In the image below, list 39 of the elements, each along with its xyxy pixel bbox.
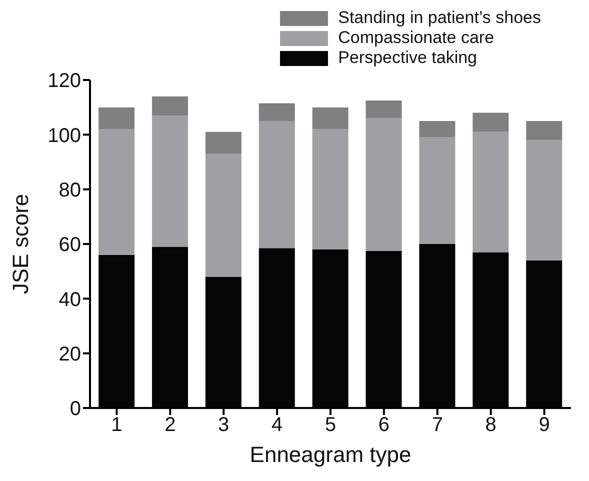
bar — [419, 137, 456, 244]
bar — [205, 154, 242, 277]
bar — [98, 129, 135, 255]
bar — [366, 118, 402, 251]
x-tick-label: 3 — [218, 414, 230, 436]
bar — [152, 96, 188, 116]
legend-label: Standing in patient’s shoes — [338, 8, 541, 28]
bar — [152, 116, 188, 247]
legend-label: Compassionate care — [338, 28, 494, 48]
x-tick-label: 1 — [111, 414, 122, 436]
x-tick-label: 9 — [538, 414, 550, 436]
x-tick-label: 7 — [432, 414, 443, 436]
x-tick-label: 5 — [324, 414, 336, 436]
x-tick-label: 2 — [164, 414, 176, 436]
y-tick-label: 120 — [48, 70, 81, 92]
bar — [98, 107, 135, 130]
x-tick-label: 8 — [485, 414, 496, 436]
legend-label: Perspective taking — [338, 48, 478, 68]
bar — [419, 121, 456, 138]
y-axis-title: JSE score — [8, 194, 33, 294]
bar — [312, 129, 348, 250]
y-tick-label: 100 — [48, 124, 81, 147]
bar — [526, 121, 562, 140]
x-tick-label: 4 — [271, 414, 283, 436]
bar — [205, 132, 242, 154]
x-axis-title: Enneagram type — [250, 442, 412, 467]
y-tick-label: 20 — [58, 343, 81, 366]
bar — [472, 112, 509, 132]
y-tick-label: 40 — [58, 288, 81, 311]
bar — [526, 140, 562, 260]
bar — [366, 100, 402, 118]
y-tick-label: 80 — [58, 179, 81, 202]
bar — [472, 132, 509, 252]
bar — [258, 103, 295, 121]
bar — [258, 121, 295, 248]
y-tick-label: 60 — [58, 234, 81, 256]
x-tick-label: 6 — [378, 414, 390, 436]
bar — [312, 107, 348, 130]
y-tick-label: 0 — [70, 398, 81, 420]
